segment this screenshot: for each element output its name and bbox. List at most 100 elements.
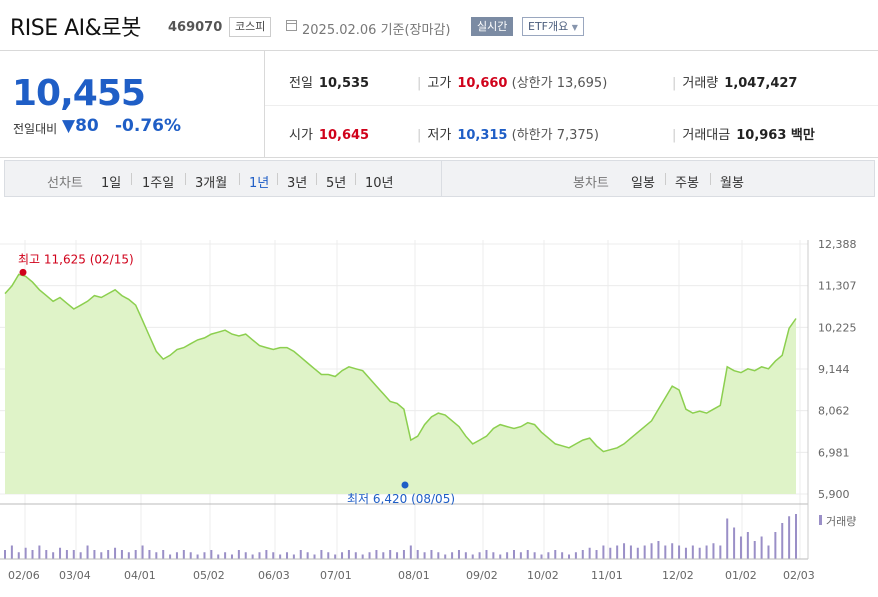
x-tick-label: 07/01 — [320, 569, 352, 582]
stat-value: 10,315 — [457, 128, 508, 143]
x-tick-label: 02/06 — [8, 569, 40, 582]
volume-bar — [265, 550, 268, 559]
separator: | — [672, 128, 677, 143]
volume-bar — [609, 547, 612, 559]
volume-bar — [155, 552, 158, 559]
volume-bar — [795, 514, 797, 559]
etf-overview-dropdown[interactable]: ETF개요 ▼ — [522, 17, 584, 36]
volume-bar — [581, 550, 584, 559]
volume-bar — [650, 543, 653, 559]
volume-legend: 거래량 — [826, 515, 856, 528]
tab-10y[interactable]: 10년 — [365, 176, 394, 191]
header: RISE AI&로봇 469070 코스피 2025.02.06 기준(장마감)… — [0, 0, 878, 50]
volume-bar — [733, 527, 736, 559]
tab-3y[interactable]: 3년 — [287, 176, 308, 191]
volume-bar — [478, 552, 481, 559]
volume-bar — [134, 550, 137, 559]
x-tick-label: 08/01 — [398, 569, 430, 582]
volume-bar — [148, 550, 151, 559]
volume-bar — [616, 545, 619, 559]
volume-bar — [79, 552, 82, 559]
volume-bar — [361, 554, 364, 559]
stat-open: 시가 10,645 — [289, 124, 369, 143]
volume-bar — [258, 552, 261, 559]
volume-bar — [457, 550, 460, 559]
separator: | — [417, 128, 422, 143]
volume-bar — [169, 554, 172, 559]
volume-bar — [437, 552, 440, 559]
volume-legend-swatch — [819, 515, 822, 525]
volume-bar — [664, 545, 667, 559]
volume-bar — [678, 545, 681, 559]
candle-chart-label: 봉차트 — [573, 176, 609, 191]
tab-monthly[interactable]: 월봉 — [720, 176, 744, 191]
tab-1w[interactable]: 1주일 — [142, 176, 175, 191]
volume-bar — [375, 550, 378, 559]
volume-bar — [506, 552, 509, 559]
volume-bar — [93, 550, 96, 559]
separator: | — [417, 76, 422, 91]
chevron-down-icon: ▼ — [571, 23, 578, 32]
stat-amount: | 거래대금 10,963 백만 — [672, 124, 815, 143]
volume-bar — [657, 541, 660, 559]
divider — [239, 173, 240, 185]
volume-bar — [760, 536, 763, 559]
stat-value: 10,535 — [318, 76, 370, 91]
volume-bar — [519, 552, 522, 559]
y-tick-label: 5,900 — [818, 488, 850, 501]
stat-value: 10,963 백만 — [736, 128, 815, 143]
realtime-button[interactable]: 실시간 — [471, 17, 514, 36]
divider — [441, 161, 442, 196]
change-value: ▼80 — [62, 116, 99, 136]
volume-bar — [788, 516, 791, 559]
volume-bar — [38, 545, 41, 559]
x-tick-label: 11/01 — [591, 569, 623, 582]
volume-bar — [210, 550, 213, 559]
tab-3m[interactable]: 3개월 — [195, 176, 228, 191]
tab-weekly[interactable]: 주봉 — [675, 176, 699, 191]
volume-bar — [189, 552, 192, 559]
y-axis: 12,388 11,307 10,225 9,144 8,062 6,981 5,900 — [818, 238, 857, 501]
tab-1d[interactable]: 1일 — [101, 176, 122, 191]
volume-bar — [739, 536, 742, 559]
volume-bar — [224, 552, 227, 559]
volume-bar — [554, 550, 557, 559]
volume-bar — [726, 518, 729, 559]
x-tick-label: 05/02 — [193, 569, 225, 582]
base-date: 2025.02.06 기준(장마감) — [302, 23, 451, 38]
volume-bar — [299, 550, 302, 559]
stat-prev: 전일 10,535 — [289, 72, 369, 91]
x-tick-label: 09/02 — [466, 569, 498, 582]
divider — [355, 173, 356, 185]
volume-bar — [286, 552, 289, 559]
volume-bar — [334, 554, 337, 559]
volume-bar — [719, 545, 722, 559]
volume-bar — [31, 550, 34, 559]
high-annotation: 최고 11,625 (02/15) — [18, 252, 134, 266]
change-label: 전일대비 — [13, 122, 58, 136]
volume-bar — [705, 545, 708, 559]
stat-label: 거래량 — [682, 76, 719, 91]
volume-bar — [574, 552, 577, 559]
volume-bar — [774, 532, 777, 559]
volume-bar — [636, 547, 639, 559]
y-tick-label: 8,062 — [818, 405, 850, 418]
tab-5y[interactable]: 5년 — [326, 176, 347, 191]
high-marker — [19, 268, 27, 276]
stat-label: 거래대금 — [682, 128, 731, 143]
x-axis: 02/06 03/04 04/01 05/02 06/03 07/01 08/01 09/02… — [8, 569, 815, 582]
tab-1y[interactable]: 1년 — [249, 176, 270, 191]
volume-bar — [237, 550, 240, 559]
volume-bar — [561, 552, 564, 559]
volume-bar — [141, 545, 144, 559]
tab-daily[interactable]: 일봉 — [631, 176, 655, 191]
volume-bar — [107, 550, 110, 559]
low-marker — [401, 481, 409, 489]
volume-bar — [251, 554, 254, 559]
volume-bar — [59, 547, 62, 559]
volume-bar — [203, 552, 206, 559]
line-chart-label: 선차트 — [47, 176, 83, 191]
volume-bar — [526, 550, 529, 559]
volume-bar — [313, 554, 316, 559]
stat-label: 전일 — [289, 76, 313, 91]
